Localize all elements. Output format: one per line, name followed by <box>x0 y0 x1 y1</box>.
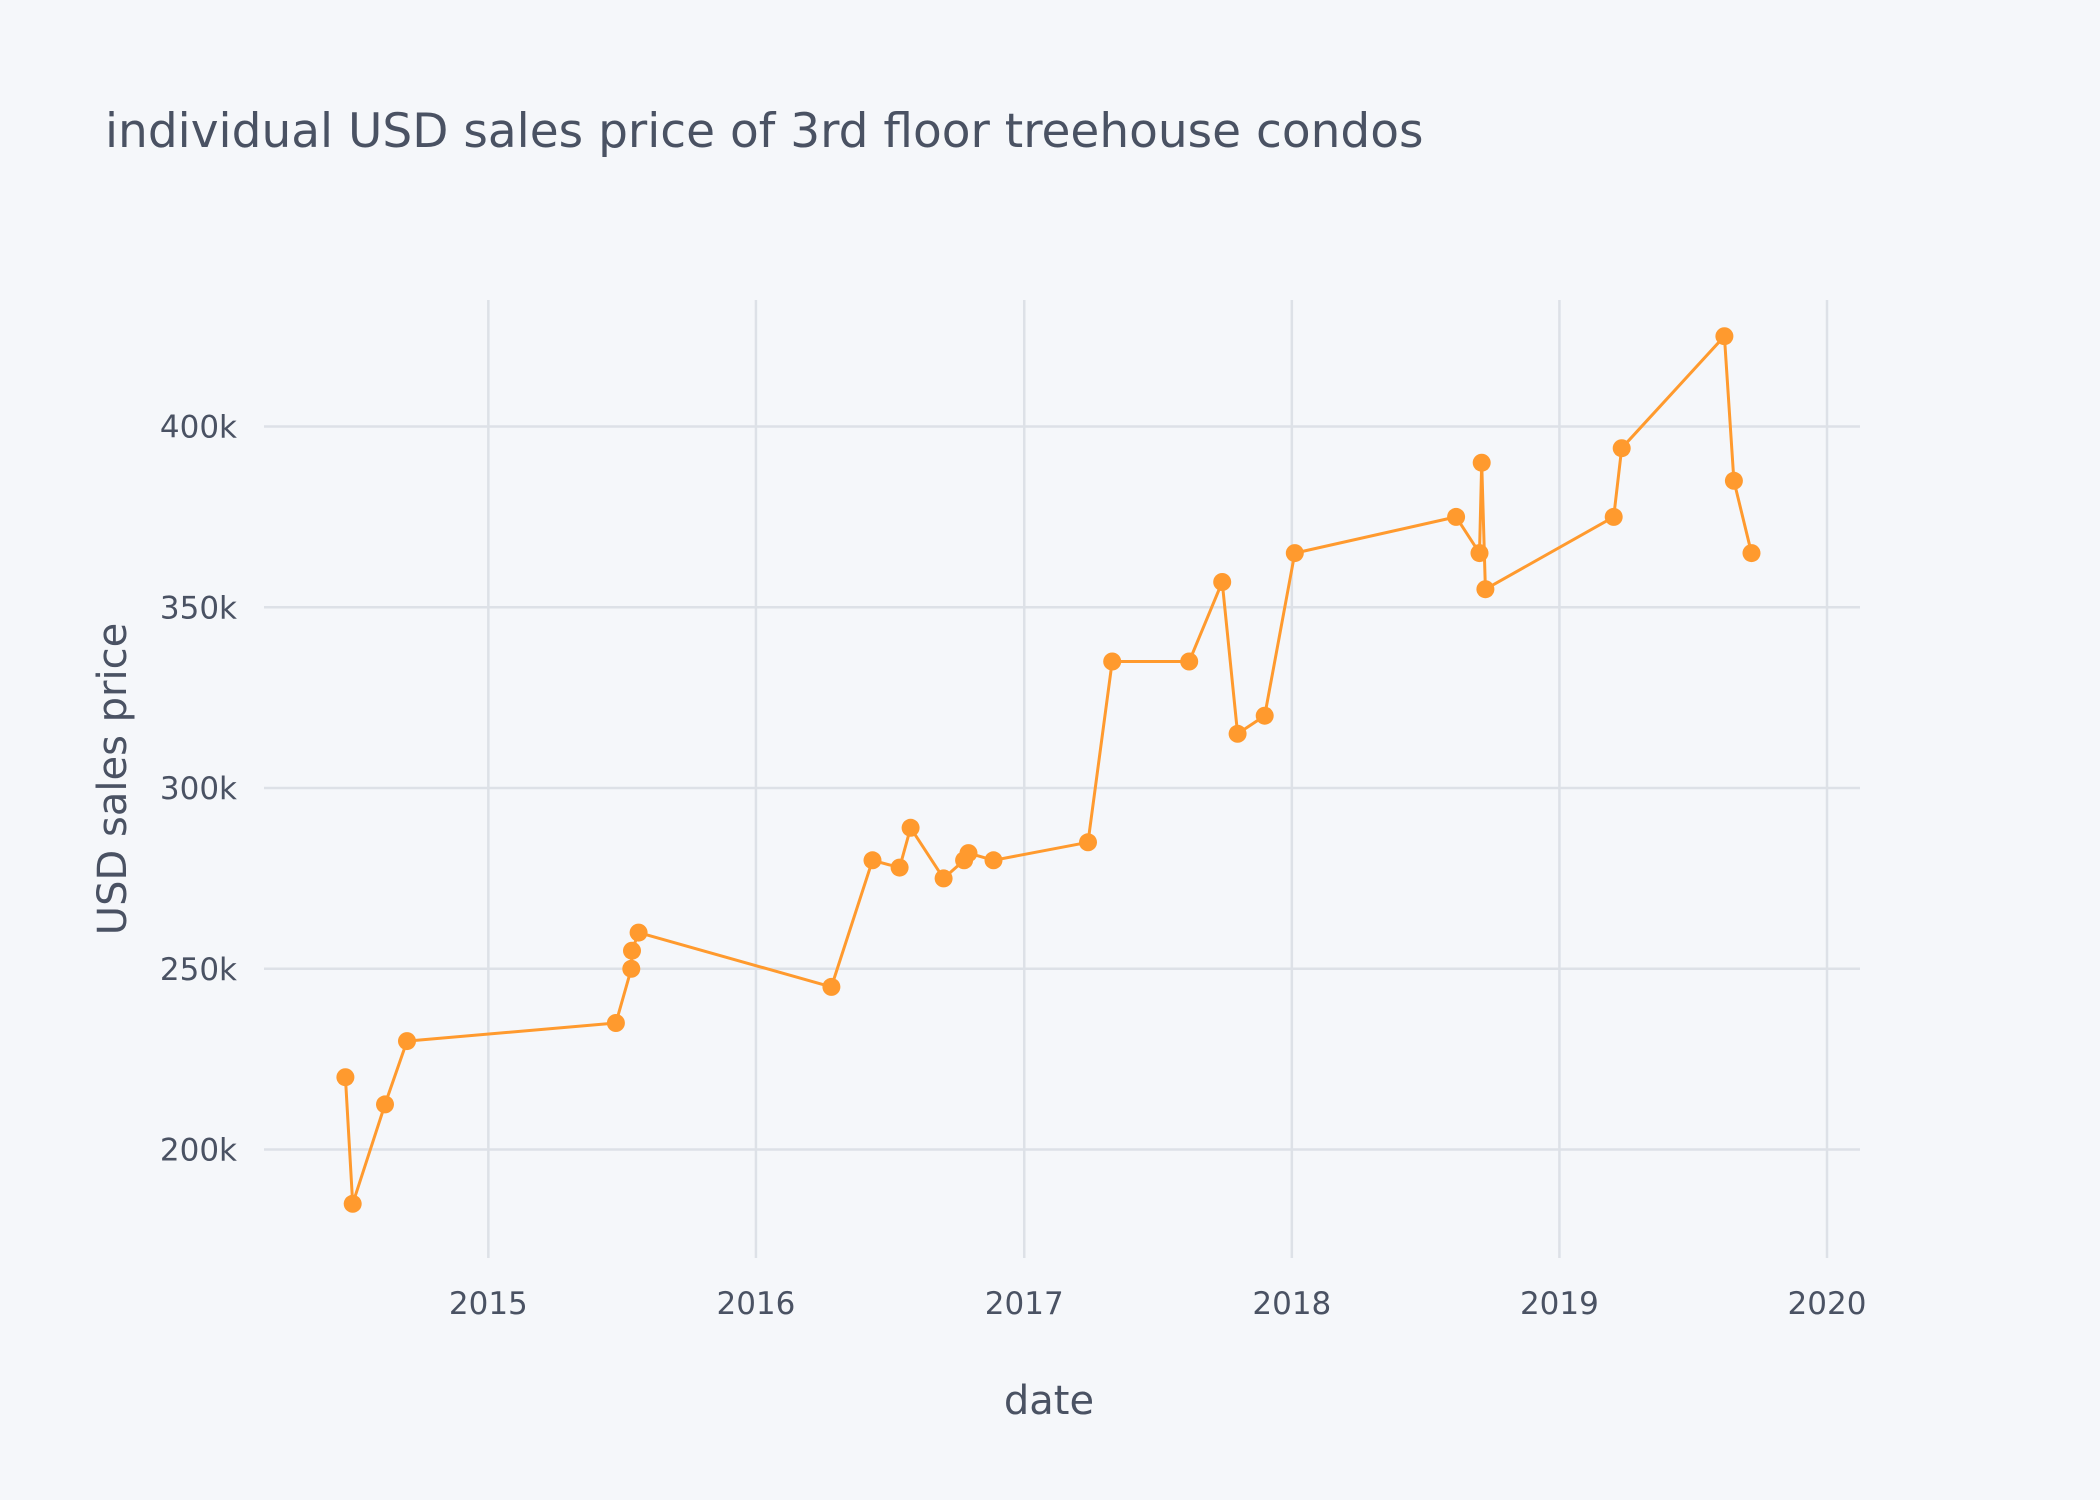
data-point[interactable] <box>336 1068 355 1087</box>
data-point[interactable] <box>1470 544 1489 563</box>
data-point[interactable] <box>1612 439 1631 458</box>
data-point[interactable] <box>1079 833 1097 852</box>
y-axis-tick-labels: 200k 250k 300k 350k 400k <box>160 410 237 1169</box>
chart-title: individual USD sales price of 3rd floor … <box>105 104 1423 159</box>
data-point[interactable] <box>1476 580 1495 599</box>
data-point[interactable] <box>1103 652 1122 671</box>
y-tick-label: 250k <box>160 952 237 988</box>
y-gridlines <box>264 425 1860 1151</box>
x-tick-label: 2019 <box>1520 1286 1599 1322</box>
data-point[interactable] <box>959 844 978 863</box>
series-layer <box>336 327 1761 1213</box>
data-point[interactable] <box>1715 327 1734 346</box>
data-point[interactable] <box>901 818 920 837</box>
data-point[interactable] <box>1472 453 1491 472</box>
data-point[interactable] <box>376 1095 394 1114</box>
data-point[interactable] <box>934 869 953 888</box>
x-tick-label: 2017 <box>985 1286 1064 1322</box>
data-point[interactable] <box>863 851 882 870</box>
data-point[interactable] <box>984 851 1003 870</box>
data-point[interactable] <box>822 977 841 996</box>
x-axis-title: date <box>1004 1378 1094 1424</box>
data-point[interactable] <box>1285 544 1304 563</box>
data-point[interactable] <box>1180 652 1199 671</box>
data-point[interactable] <box>890 858 909 877</box>
x-axis-tick-labels: 2015 2016 2017 2018 2019 2020 <box>449 1286 1867 1322</box>
y-tick-label: 350k <box>160 590 237 626</box>
y-axis-title: USD sales price <box>90 623 136 935</box>
x-tick-label: 2016 <box>716 1286 795 1322</box>
y-tick-label: 400k <box>160 410 237 446</box>
x-gridlines <box>487 300 1829 1258</box>
data-point[interactable] <box>343 1194 362 1213</box>
x-tick-label: 2015 <box>449 1286 528 1322</box>
x-tick-label: 2018 <box>1252 1286 1331 1322</box>
data-point[interactable] <box>1213 573 1232 591</box>
y-tick-label: 200k <box>160 1133 237 1169</box>
data-point[interactable] <box>398 1032 416 1051</box>
data-point[interactable] <box>623 941 641 960</box>
data-point[interactable] <box>629 923 648 942</box>
data-point[interactable] <box>1742 544 1761 563</box>
data-point[interactable] <box>1724 471 1743 490</box>
data-point[interactable] <box>1255 706 1274 725</box>
y-tick-label: 300k <box>160 771 237 807</box>
data-point[interactable] <box>606 1014 625 1032</box>
data-point[interactable] <box>1447 507 1466 526</box>
data-point[interactable] <box>1228 724 1247 743</box>
x-tick-label: 2020 <box>1788 1286 1867 1322</box>
data-point[interactable] <box>622 959 641 978</box>
data-point[interactable] <box>1604 507 1623 526</box>
